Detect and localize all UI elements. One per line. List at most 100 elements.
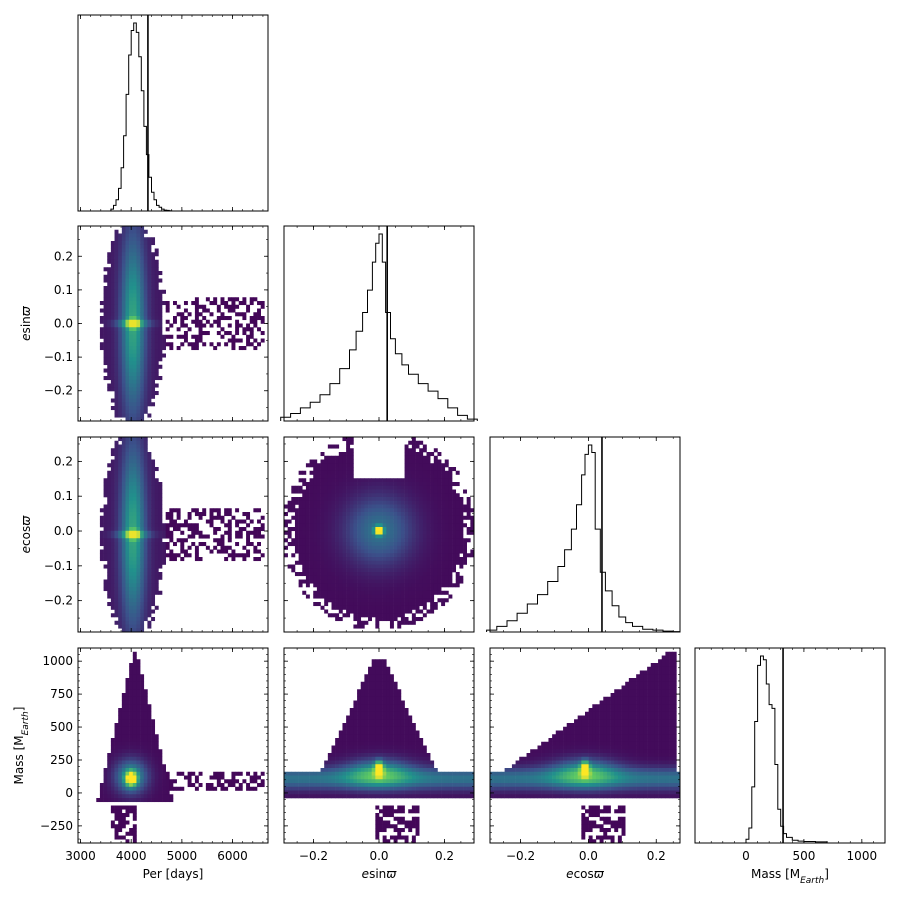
scatter-per-ecos-cell — [158, 527, 162, 531]
scatter-esin-mass-cell — [412, 809, 416, 813]
scatter-esin-ecos-cell — [328, 516, 332, 520]
scatter-esin-mass-cell — [375, 708, 379, 712]
scatter-esin-ecos-cell — [416, 471, 420, 475]
scatter-esin-ecos-cell — [346, 445, 350, 449]
scatter-per-ecos-cell — [118, 471, 122, 475]
scatter-per-mass-cell — [111, 761, 115, 765]
scatter-esin-ecos-cell — [408, 460, 412, 464]
scatter-esin-mass-cell — [394, 697, 398, 701]
scatter-per-ecos-cell — [107, 501, 111, 505]
scatter-per-ecos-cell — [136, 448, 140, 452]
scatter-per-ecos-cell — [133, 452, 137, 456]
scatter-per-mass-cell — [155, 764, 159, 768]
scatter-per-ecos-cell — [115, 486, 119, 490]
scatter-per-esin-cell — [107, 286, 111, 290]
scatter-esin-mass-cell — [372, 686, 376, 690]
scatter-per-esin-cell — [144, 245, 148, 249]
scatter-per-mass-cell — [111, 776, 115, 780]
scatter-per-mass-cell — [136, 719, 140, 723]
scatter-esin-mass-cell — [401, 753, 405, 757]
scatter-per-ecos-cell — [122, 441, 126, 445]
scatter-esin-mass-cell — [364, 761, 368, 765]
scatter-esin-mass-cell — [390, 693, 394, 697]
scatter-per-mass-cell — [136, 663, 140, 667]
scatter-per-esin-cell — [126, 282, 130, 286]
scatter-per-ecos-cell — [147, 565, 151, 569]
scatter-per-mass-cell — [140, 753, 144, 757]
scatter-esin-mass-cell — [372, 776, 376, 780]
scatter-per-ecos-cell — [217, 516, 221, 520]
scatter-esin-mass-cell — [306, 779, 310, 783]
scatter-per-esin-cell — [122, 305, 126, 309]
scatter-per-esin-cell — [140, 402, 144, 406]
scatter-esin-mass-cell — [394, 779, 398, 783]
scatter-per-ecos-cell — [107, 587, 111, 591]
scatter-per-ecos-cell — [133, 520, 137, 524]
scatter-esin-mass-cell — [412, 824, 416, 828]
scatter-esin-ecos-cell — [364, 550, 368, 554]
scatter-esin-ecos-cell — [375, 535, 379, 539]
scatter-esin-ecos-cell — [302, 490, 306, 494]
scatter-esin-ecos-cell — [375, 625, 379, 629]
scatter-esin-ecos-cell — [397, 587, 401, 591]
scatter-esin-mass-cell — [401, 704, 405, 708]
scatter-per-ecos-cell — [118, 516, 122, 520]
scatter-esin-mass-cell — [383, 678, 387, 682]
scatter-per-esin-cell — [118, 316, 122, 320]
scatter-per-ecos-cell — [169, 531, 173, 535]
scatter-esin-ecos-cell — [342, 501, 346, 505]
scatter-esin-ecos-cell — [302, 478, 306, 482]
scatter-esin-ecos-cell — [397, 602, 401, 606]
scatter-per-esin-cell — [133, 354, 137, 358]
scatter-esin-mass-cell — [379, 731, 383, 735]
scatter-esin-ecos-cell — [379, 591, 383, 595]
scatter-esin-ecos-cell — [332, 478, 336, 482]
scatter-per-esin-cell — [129, 339, 133, 343]
scatter-per-ecos-cell — [111, 550, 115, 554]
scatter-per-ecos-cell — [133, 613, 137, 617]
scatter-per-ecos-cell — [118, 452, 122, 456]
scatter-esin-ecos-cell — [310, 460, 314, 464]
scatter-esin-mass-cell — [379, 663, 383, 667]
scatter-per-ecos-cell — [155, 561, 159, 565]
scatter-esin-mass-cell — [346, 753, 350, 757]
scatter-per-ecos-cell — [140, 505, 144, 509]
scatter-per-mass-cell — [118, 764, 122, 768]
scatter-esin-ecos-cell — [405, 542, 409, 546]
scatter-esin-mass-cell — [361, 734, 365, 738]
scatter-esin-ecos-cell — [452, 568, 456, 572]
scatter-esin-ecos-cell — [456, 523, 460, 527]
scatter-per-esin-cell — [136, 402, 140, 406]
scatter-esin-ecos-cell — [401, 565, 405, 569]
scatter-esin-mass-cell — [357, 768, 361, 772]
scatter-esin-ecos-cell — [427, 572, 431, 576]
scatter-esin-ecos-cell — [423, 538, 427, 542]
scatter-per-ecos-cell — [144, 475, 148, 479]
scatter-per-ecos-cell — [136, 437, 140, 441]
scatter-per-ecos-cell — [104, 542, 108, 546]
scatter-esin-ecos-cell — [350, 583, 354, 587]
scatter-esin-mass-cell — [386, 682, 390, 686]
scatter-per-ecos-cell — [136, 598, 140, 602]
scatter-per-esin-cell — [147, 267, 151, 271]
scatter-esin-mass-cell — [390, 794, 394, 798]
scatter-per-esin-cell — [136, 241, 140, 245]
scatter-esin-mass-cell — [412, 742, 416, 746]
scatter-esin-ecos-cell — [375, 606, 379, 610]
scatter-esin-mass-cell — [288, 779, 292, 783]
scatter-esin-mass-cell — [375, 719, 379, 723]
scatter-esin-ecos-cell — [368, 520, 372, 524]
scatter-esin-mass-cell — [397, 734, 401, 738]
scatter-esin-ecos-cell — [386, 493, 390, 497]
scatter-esin-mass-cell — [346, 761, 350, 765]
scatter-per-mass-cell — [104, 798, 108, 802]
scatter-per-esin-cell — [158, 271, 162, 275]
scatter-esin-ecos-cell — [456, 542, 460, 546]
scatter-per-ecos-cell — [133, 456, 137, 460]
scatter-per-ecos-cell — [155, 580, 159, 584]
scatter-per-ecos-cell — [140, 591, 144, 595]
scatter-per-esin-cell — [144, 342, 148, 346]
scatter-per-esin-cell — [133, 309, 137, 313]
scatter-esin-ecos-cell — [342, 497, 346, 501]
scatter-esin-ecos-cell — [394, 587, 398, 591]
